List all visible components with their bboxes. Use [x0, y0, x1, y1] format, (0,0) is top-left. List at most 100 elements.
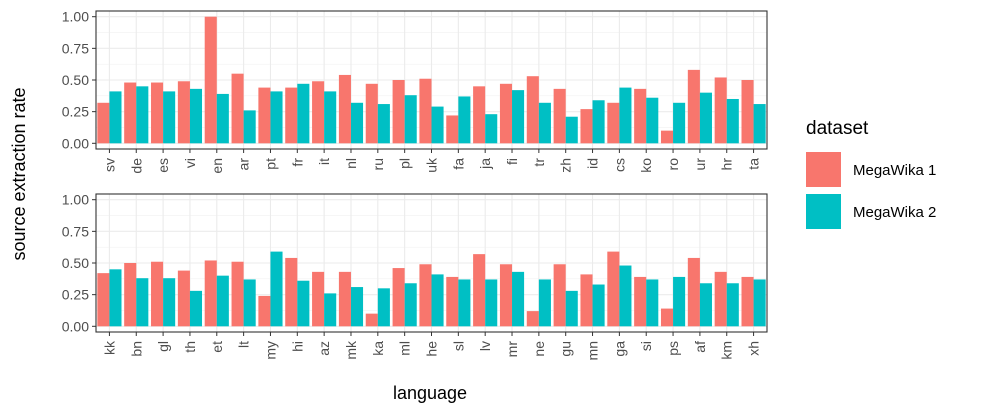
bar-megawika-2-kk — [109, 269, 122, 327]
bar-megawika-2-et — [216, 275, 229, 327]
x-tick-label-tr: tr — [531, 158, 547, 167]
y-tick-label: 1.00 — [62, 9, 89, 25]
bar-megawika-1-km — [714, 271, 727, 327]
bar-megawika-1-ja — [473, 86, 486, 144]
legend-key-megawika-1 — [806, 152, 841, 187]
x-tick-label-km: km — [719, 341, 735, 360]
x-tick-label-af: af — [692, 341, 708, 353]
panel-1: 0.00 0.25 0.50 0.75 1.00 sv de es vi en ar pt fr it nl… — [62, 9, 768, 174]
x-tick-label-ko: ko — [638, 158, 654, 173]
panel-border — [95, 193, 768, 333]
bar-megawika-2-ta — [753, 104, 766, 144]
bar-megawika-1-th — [177, 270, 190, 327]
x-tick-label-ta: ta — [746, 158, 762, 170]
panel-border — [95, 10, 768, 150]
x-tick-label-sv: sv — [101, 158, 117, 172]
bar-megawika-2-sv — [109, 91, 122, 144]
x-axis-title: language — [393, 383, 467, 403]
y-tick-label: 0.75 — [62, 40, 89, 56]
x-tick-label-lv: lv — [477, 341, 493, 351]
bar-megawika-1-vi — [177, 81, 190, 144]
bar-megawika-1-ne — [526, 311, 539, 327]
bar-megawika-2-bn — [136, 278, 149, 327]
bar-megawika-2-ru — [377, 104, 390, 144]
x-tick-label-it: it — [316, 158, 332, 165]
x-tick-label-bn: bn — [128, 341, 144, 357]
legend-key-megawika-2 — [806, 194, 841, 229]
bar-megawika-1-lt — [231, 261, 244, 327]
x-tick-label-mn: mn — [585, 341, 601, 360]
x-tick-label-ur: ur — [692, 158, 708, 171]
y-tick-label: 1.00 — [62, 192, 89, 208]
x-tick-label-ar: ar — [236, 158, 252, 171]
bar-megawika-1-de — [124, 82, 137, 144]
y-tick-label: 0.00 — [62, 135, 89, 151]
bar-megawika-2-cs — [619, 87, 632, 144]
bar-megawika-1-mk — [338, 271, 351, 327]
x-tick-label-pt: pt — [262, 158, 278, 170]
x-tick-label-vi: vi — [182, 158, 198, 168]
bar-megawika-1-sl — [446, 276, 459, 327]
bar-megawika-2-he — [431, 274, 444, 327]
x-tick-label-az: az — [316, 341, 332, 356]
bar-megawika-2-fi — [512, 90, 525, 144]
bar-megawika-2-zh — [565, 116, 578, 144]
x-tick-label-ja: ja — [477, 158, 493, 170]
bar-megawika-2-id — [592, 100, 605, 144]
bar-megawika-2-ko — [646, 97, 659, 144]
bar-megawika-2-si — [646, 279, 659, 327]
bar-megawika-2-sl — [458, 279, 471, 327]
bar-megawika-1-si — [634, 276, 647, 327]
x-tick-label-kk: kk — [101, 340, 117, 355]
x-tick-label-cs: cs — [611, 158, 627, 172]
bar-megawika-1-my — [258, 295, 271, 327]
bar-megawika-2-km — [726, 283, 739, 327]
x-tick-label-fa: fa — [450, 158, 466, 170]
x-tick-label-gl: gl — [155, 341, 171, 352]
bar-megawika-1-xh — [741, 276, 754, 327]
x-tick-label-pl: pl — [397, 158, 413, 169]
y-tick-label: 0.25 — [62, 104, 89, 120]
x-tick-label-xh: xh — [746, 341, 762, 356]
y-tick-label: 0.25 — [62, 287, 89, 303]
bar-megawika-1-nl — [338, 74, 351, 144]
bar-megawika-1-ta — [741, 80, 754, 144]
x-tick-label-th: th — [182, 341, 198, 353]
bar-megawika-1-he — [419, 264, 432, 327]
bar-megawika-1-pl — [392, 80, 405, 144]
bar-megawika-2-lt — [243, 279, 256, 327]
x-tick-label-id: id — [585, 158, 601, 169]
bar-megawika-1-ko — [634, 88, 647, 144]
x-tick-label-nl: nl — [343, 158, 359, 169]
bar-megawika-2-ka — [377, 288, 390, 327]
bar-megawika-2-gu — [565, 290, 578, 327]
bar-megawika-1-hi — [285, 257, 298, 327]
x-tick-label-ga: ga — [611, 341, 627, 357]
bar-megawika-1-ml — [392, 268, 405, 327]
bar-megawika-1-lv — [473, 254, 486, 327]
bar-megawika-1-pt — [258, 87, 271, 144]
x-tick-label-ml: ml — [397, 341, 413, 356]
x-tick-label-mr: mr — [504, 341, 520, 358]
bar-megawika-2-hr — [726, 98, 739, 144]
bar-megawika-2-ur — [699, 92, 712, 144]
bar-megawika-2-ja — [485, 114, 498, 144]
bar-megawika-1-ga — [607, 251, 620, 327]
x-tick-label-gu: gu — [558, 341, 574, 357]
legend-label-megawika-2: MegaWika 2 — [853, 204, 936, 221]
x-tick-label-uk: uk — [424, 157, 440, 173]
x-tick-label-he: he — [424, 341, 440, 357]
bar-megawika-1-ro — [660, 130, 674, 144]
bar-megawika-1-cs — [607, 102, 620, 144]
bar-megawika-2-af — [699, 283, 712, 327]
bar-megawika-2-lv — [485, 279, 498, 327]
bar-megawika-2-ml — [404, 283, 417, 327]
bar-megawika-1-af — [687, 257, 700, 327]
bar-megawika-2-th — [189, 290, 203, 327]
bar-megawika-1-kk — [97, 273, 110, 327]
bar-megawika-1-it — [312, 81, 325, 144]
y-tick-label: 0.50 — [62, 72, 89, 88]
bar-megawika-2-en — [216, 93, 229, 144]
bar-megawika-1-id — [580, 109, 593, 144]
bar-megawika-2-hi — [297, 280, 310, 327]
